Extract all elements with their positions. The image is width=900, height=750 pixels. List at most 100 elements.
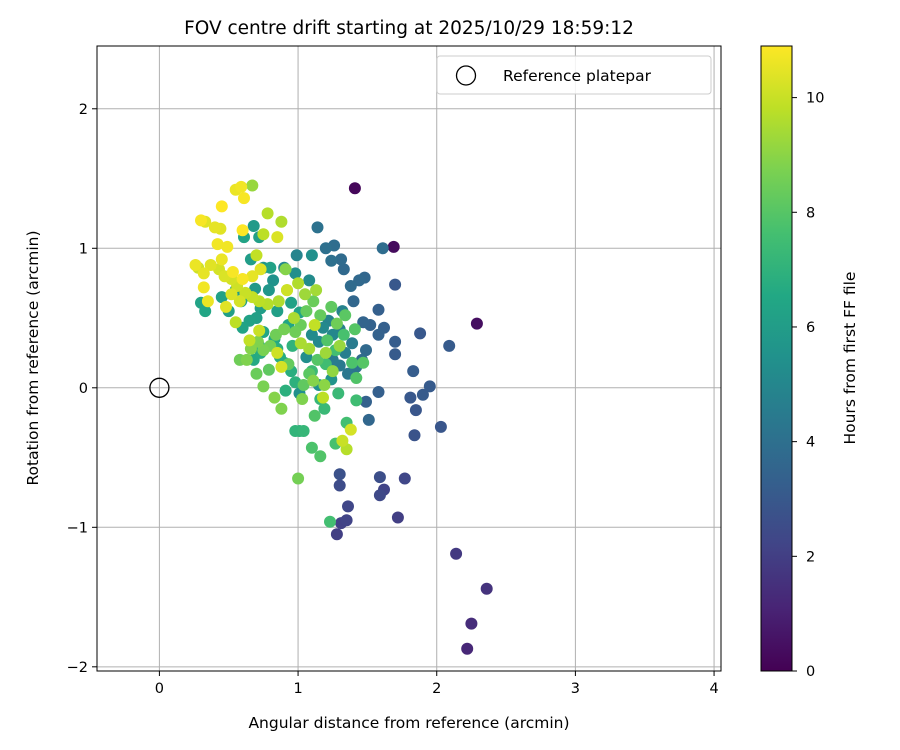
- data-point: [299, 288, 311, 301]
- data-point: [308, 319, 321, 331]
- data-point: [372, 303, 385, 316]
- y-tick-label: −1: [67, 520, 88, 536]
- data-point: [296, 393, 309, 405]
- data-point: [262, 363, 275, 376]
- data-point: [404, 391, 417, 404]
- data-point: [373, 471, 386, 484]
- data-points: [189, 179, 493, 655]
- data-point: [246, 179, 259, 192]
- data-point: [407, 365, 420, 378]
- colorbar: [760, 45, 793, 672]
- data-point: [305, 441, 318, 454]
- data-point: [357, 356, 370, 369]
- data-point: [275, 215, 288, 228]
- data-point: [300, 305, 313, 318]
- data-point: [246, 270, 259, 283]
- data-point: [333, 479, 346, 492]
- colorbar-tick-label: 10: [806, 91, 824, 107]
- data-point: [310, 284, 323, 297]
- data-point: [221, 240, 234, 253]
- data-point: [372, 386, 385, 398]
- data-point: [220, 300, 232, 313]
- data-point: [376, 242, 389, 255]
- data-point: [292, 472, 305, 485]
- data-point: [318, 402, 331, 415]
- data-point: [289, 267, 302, 280]
- reference-platepar-marker: [149, 377, 170, 398]
- data-point: [344, 423, 357, 436]
- data-point: [308, 409, 321, 422]
- data-point: [389, 278, 402, 291]
- data-point: [289, 326, 302, 338]
- data-point: [319, 242, 332, 255]
- data-point: [238, 192, 250, 205]
- data-point: [215, 253, 228, 266]
- data-point: [314, 450, 327, 463]
- y-axis-ticks: −2 −1 0 1 2: [67, 102, 97, 676]
- x-tick-label: 2: [432, 681, 441, 697]
- data-point: [387, 240, 400, 253]
- data-point: [254, 263, 267, 276]
- data-point: [211, 238, 224, 251]
- data-point: [389, 335, 402, 348]
- data-point: [264, 261, 277, 274]
- data-point: [271, 305, 284, 318]
- colorbar-ticks: 0 2 4 6 8 10: [792, 91, 824, 680]
- data-point: [229, 316, 242, 329]
- data-point: [305, 249, 318, 262]
- data-point: [480, 582, 493, 595]
- data-point: [189, 259, 202, 271]
- data-point: [297, 379, 310, 391]
- data-point: [391, 511, 404, 524]
- data-point: [318, 379, 331, 391]
- x-tick-label: 0: [155, 681, 164, 697]
- colorbar-tick-label: 6: [806, 320, 815, 336]
- plot-frame: [96, 45, 722, 672]
- data-point: [311, 353, 324, 366]
- data-point: [195, 214, 207, 227]
- data-point: [257, 380, 270, 393]
- data-point: [434, 420, 447, 433]
- colorbar-tick-label: 2: [806, 549, 815, 565]
- data-point: [335, 253, 348, 266]
- data-point: [333, 339, 346, 352]
- data-point: [281, 284, 293, 297]
- data-point: [360, 395, 372, 408]
- colorbar-tick-label: 4: [806, 435, 815, 451]
- data-point: [423, 380, 436, 393]
- reference-marker-group: [149, 377, 170, 398]
- data-point: [348, 182, 361, 195]
- data-point: [279, 384, 292, 397]
- data-point: [290, 249, 303, 262]
- data-point: [470, 317, 483, 330]
- legend: Reference platepar: [436, 55, 712, 95]
- chart-title: FOV centre drift starting at 2025/10/29 …: [184, 18, 634, 39]
- data-point: [319, 346, 332, 359]
- data-point: [215, 291, 228, 304]
- data-point: [333, 468, 346, 481]
- data-point: [197, 281, 210, 294]
- data-point: [337, 263, 350, 276]
- data-point: [305, 328, 318, 341]
- data-point: [204, 259, 217, 271]
- data-point: [243, 334, 256, 347]
- x-tick-label: 3: [571, 681, 580, 697]
- data-point: [350, 394, 363, 407]
- data-point: [342, 500, 354, 513]
- data-point: [233, 295, 246, 308]
- data-point: [350, 372, 363, 384]
- data-point: [262, 284, 275, 297]
- data-point: [226, 266, 239, 278]
- data-point: [275, 360, 288, 373]
- data-point: [465, 617, 478, 630]
- data-point: [372, 328, 385, 341]
- data-point: [292, 277, 305, 290]
- data-point: [357, 316, 370, 329]
- data-point: [307, 374, 320, 387]
- data-point: [408, 429, 421, 442]
- data-point: [321, 334, 334, 347]
- data-point: [236, 224, 249, 237]
- data-point: [257, 228, 270, 241]
- data-point: [317, 391, 329, 404]
